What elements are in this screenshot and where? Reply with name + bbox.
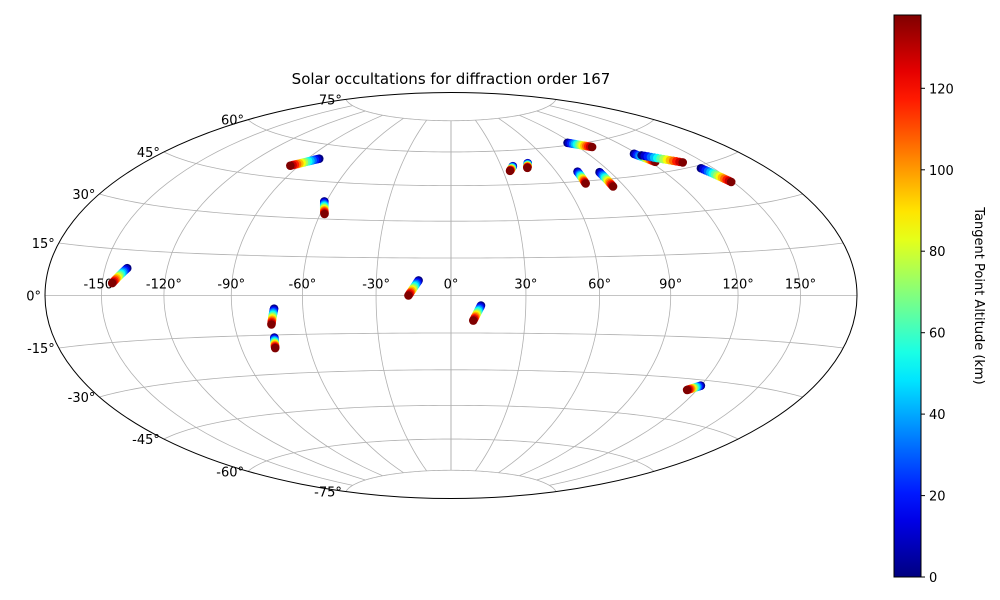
parallel-gridline (58, 332, 844, 349)
lon-tick-label: -90° (217, 278, 245, 293)
lon-tick-label: -30° (362, 278, 390, 293)
parallel-gridline (99, 193, 803, 222)
data-point (270, 343, 280, 353)
lon-tick-label: 0° (444, 278, 459, 293)
lon-tick-label: 120° (722, 278, 753, 293)
data-point (587, 142, 597, 152)
map-tick-labels: -150° -120° -90° -60° -30° 0° 30° 60° 90° 120° 150… (26, 93, 816, 500)
parallel-gridline (163, 404, 739, 440)
data-point (523, 163, 532, 173)
colorbar-label: Tangent Point Altitude (km) (971, 206, 986, 384)
parallel-gridline (247, 119, 655, 153)
colorbar-tick-label: 100 (929, 164, 954, 179)
colorbar-tick-label: 20 (929, 490, 946, 505)
data-point (581, 179, 590, 188)
lat-tick-label: -15° (27, 342, 55, 357)
lat-tick-label: 75° (319, 93, 342, 108)
map-grid (45, 99, 857, 492)
parallel-gridline (163, 151, 739, 187)
lat-tick-label: 30° (72, 188, 95, 203)
data-point (107, 278, 117, 288)
colorbar-gradient (893, 14, 922, 578)
lon-tick-label: -120° (146, 278, 182, 293)
lat-tick-label: -75° (314, 486, 342, 501)
lon-tick-label: 30° (514, 278, 537, 293)
parallel-gridline (247, 438, 655, 472)
colorbar-ticks: 0 20 40 60 80 100 120 (921, 82, 954, 586)
data-point (505, 166, 515, 176)
lat-tick-label: -60° (216, 465, 244, 480)
data-point (267, 320, 276, 329)
occultation-points (107, 138, 736, 395)
data-point (682, 385, 692, 395)
data-point (608, 182, 618, 191)
lon-tick-label: -60° (289, 278, 317, 293)
parallel-gridline (345, 469, 557, 492)
data-point (404, 291, 413, 300)
colorbar-tick-label: 60 (929, 327, 946, 342)
data-point (320, 209, 329, 219)
data-point (286, 161, 295, 170)
parallel-gridline (99, 369, 803, 398)
data-point (678, 158, 688, 167)
colorbar-tick-label: 0 (929, 571, 937, 586)
data-point (468, 316, 478, 325)
map-boundary (44, 92, 858, 499)
lat-tick-label: -30° (68, 391, 96, 406)
lat-tick-label: 60° (221, 114, 244, 129)
chart-title: Solar occultations for diffraction order… (292, 70, 611, 88)
colorbar: 0 20 40 60 80 100 120 Tangent Point Altitude (… (893, 14, 986, 586)
lat-tick-label: 45° (137, 146, 160, 161)
lon-tick-label: 150° (785, 278, 816, 293)
data-point (726, 177, 736, 187)
colorbar-tick-label: 120 (929, 82, 954, 97)
lat-tick-label: 0° (26, 290, 41, 305)
parallel-gridline (345, 99, 557, 122)
colorbar-tick-label: 80 (929, 245, 946, 260)
lat-tick-label: 15° (32, 237, 55, 252)
lat-tick-label: -45° (132, 433, 160, 448)
colorbar-tick-label: 40 (929, 408, 946, 423)
parallel-gridline (58, 242, 844, 259)
lon-tick-label: 90° (659, 278, 682, 293)
lon-tick-label: 60° (588, 278, 611, 293)
